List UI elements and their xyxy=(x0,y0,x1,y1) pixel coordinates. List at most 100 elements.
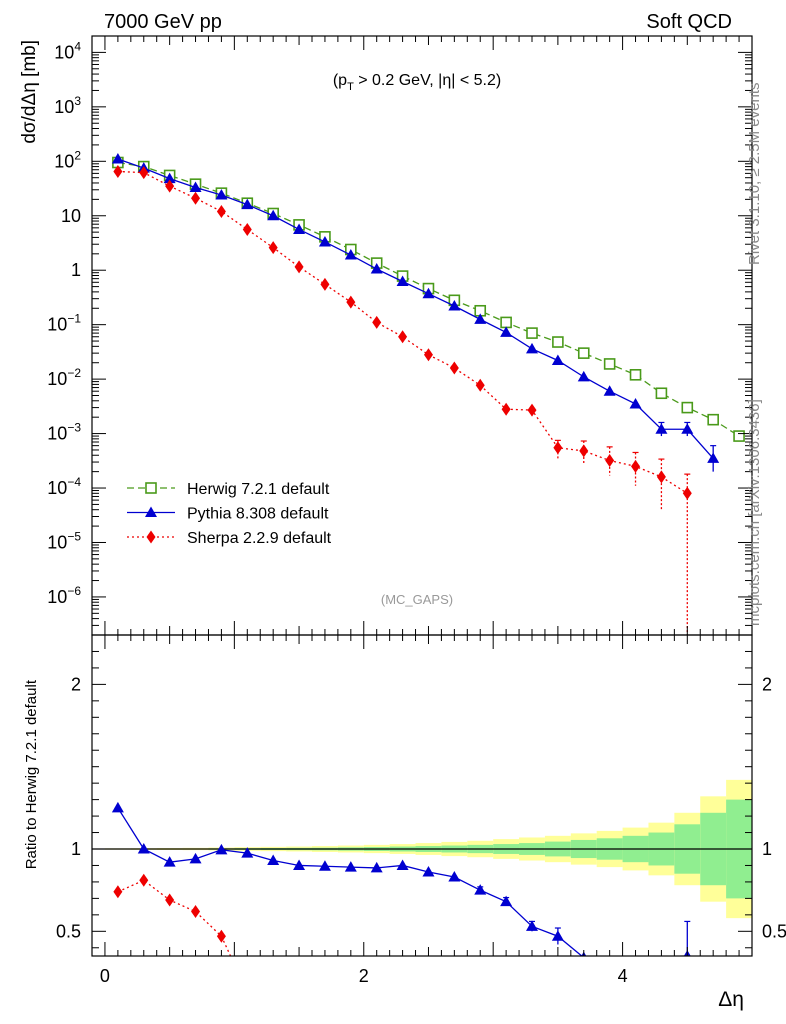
ratio-sherpa-point xyxy=(216,929,226,943)
ratio-pythia-point xyxy=(137,843,150,854)
main-pythia-point xyxy=(681,423,694,434)
ratio-pythia-point xyxy=(267,854,280,866)
main-pythia-point xyxy=(111,153,124,164)
xlabel: Δη xyxy=(718,988,744,1011)
ratio-pythia-point xyxy=(189,852,202,864)
ratio-pythia-point xyxy=(448,870,461,882)
xtick-label: 2 xyxy=(359,966,369,986)
main-sherpa-point xyxy=(605,454,615,468)
main-herwig-point xyxy=(526,327,538,339)
main-herwig-point xyxy=(577,347,590,359)
ratio-pythia-point xyxy=(318,860,331,871)
main-sherpa-point xyxy=(398,330,408,344)
header-left: 7000 GeV pp xyxy=(104,11,222,33)
analysis-label: (MC_GAPS) xyxy=(381,592,453,607)
main-herwig-line xyxy=(117,161,740,437)
main-ytick-label: 10−6 xyxy=(47,584,81,607)
ratio-ytick-label-left: 0.5 xyxy=(56,921,81,941)
main-pythia-point xyxy=(603,385,616,396)
legend-sherpa-marker xyxy=(146,530,156,544)
main-pythia-point xyxy=(655,423,668,434)
ratio-ytick-label-left: 2 xyxy=(71,674,81,694)
main-ytick-label: 103 xyxy=(54,94,81,117)
mcplots-label: mcplots.cern.ch [arXiv:1306.3436] xyxy=(746,399,763,626)
legend-pythia-marker xyxy=(145,506,157,517)
main-pythia-point xyxy=(629,397,642,409)
main-pythia-point xyxy=(422,287,435,299)
main-ylabel: dσ/dΔη [mb] xyxy=(19,40,40,144)
main-sherpa-point xyxy=(449,361,459,375)
main-herwig-point xyxy=(629,369,642,381)
header-right: Soft QCD xyxy=(646,11,732,33)
main-pythia-point xyxy=(318,235,331,247)
main-sherpa-point xyxy=(682,486,692,500)
xtick-label: 0 xyxy=(100,966,110,986)
ratio-sherpa-point xyxy=(113,885,123,899)
main-pythia-point xyxy=(474,313,487,324)
main-sherpa-point xyxy=(631,459,641,473)
main-sherpa-point xyxy=(372,315,382,329)
main-sherpa-point xyxy=(216,204,226,218)
main-pythia-point xyxy=(551,354,564,365)
main-pythia-point xyxy=(370,263,383,274)
ratio-panel-frame xyxy=(91,634,753,957)
legend-sherpa-label: Sherpa 2.2.9 default xyxy=(187,530,332,547)
ratio-ylabel: Ratio to Herwig 7.2.1 default xyxy=(23,679,40,869)
main-ytick-label: 10−4 xyxy=(47,475,81,498)
ratio-pythia-point xyxy=(344,861,357,872)
main-pythia-point xyxy=(241,198,254,210)
ratio-ytick-label-right: 2 xyxy=(762,674,772,694)
main-herwig-point xyxy=(707,413,719,426)
ratio-sherpa-point xyxy=(191,905,201,919)
ratio-sherpa-point xyxy=(165,893,175,907)
ratio-pythia-point xyxy=(396,859,409,870)
ratio-sherpa-point xyxy=(139,873,149,887)
main-ytick-label: 10−3 xyxy=(47,421,81,444)
ratio-pythia-point xyxy=(215,843,228,855)
rivet-version-label: Rivet 3.1.10, ≥ 2.5M events xyxy=(746,82,763,266)
legend-herwig-marker xyxy=(145,482,157,494)
main-pythia-point xyxy=(396,275,409,287)
main-pythia-point xyxy=(215,189,228,200)
main-sherpa-point xyxy=(527,403,537,417)
ratio-pythia-point xyxy=(370,861,383,873)
legend-herwig-label: Herwig 7.2.1 default xyxy=(187,481,330,498)
ratio-pythia-point xyxy=(551,930,564,941)
main-pythia-point xyxy=(707,452,720,463)
main-pythia-point xyxy=(163,172,176,184)
main-sherpa-point xyxy=(320,277,330,291)
ratio-sherpa-point xyxy=(230,958,239,971)
main-sherpa-point xyxy=(113,164,123,178)
main-sherpa-point xyxy=(501,402,511,416)
main-pythia-point xyxy=(267,209,280,221)
main-series-layer xyxy=(111,153,745,635)
ratio-pythia-point xyxy=(293,859,306,870)
xtick-label: 4 xyxy=(618,966,628,986)
ratio-series-layer xyxy=(111,801,691,971)
ratio-pythia-point xyxy=(422,866,435,877)
ratio-pythia-point xyxy=(241,847,254,858)
main-sherpa-point xyxy=(656,470,666,484)
main-sherpa-point xyxy=(346,295,356,309)
ratio-pythia-point xyxy=(163,856,176,867)
main-sherpa-point xyxy=(165,179,175,193)
main-sherpa-point xyxy=(294,260,304,274)
ratio-pythia-point xyxy=(500,895,513,907)
main-pythia-point xyxy=(189,181,202,193)
main-pythia-point xyxy=(526,342,538,354)
cut-annotation: (pT > 0.2 GeV, |η| < 5.2) xyxy=(333,72,501,93)
main-herwig-point xyxy=(552,336,564,348)
legend: Herwig 7.2.1 default Pythia 8.308 default… xyxy=(127,481,332,547)
main-herwig-point xyxy=(603,358,616,370)
main-ytick-label: 1 xyxy=(71,260,81,280)
main-pythia-point xyxy=(344,249,357,260)
main-sherpa-point xyxy=(579,444,589,458)
main-sherpa-point xyxy=(268,241,278,255)
main-pythia-point xyxy=(448,300,461,311)
main-pythia-point xyxy=(293,223,306,234)
main-ytick-label: 10−1 xyxy=(47,312,81,335)
legend-pythia-label: Pythia 8.308 default xyxy=(187,506,329,523)
main-sherpa-point xyxy=(242,222,252,236)
main-ytick-label: 10−5 xyxy=(47,529,81,552)
ratio-ytick-label-left: 1 xyxy=(71,839,81,859)
